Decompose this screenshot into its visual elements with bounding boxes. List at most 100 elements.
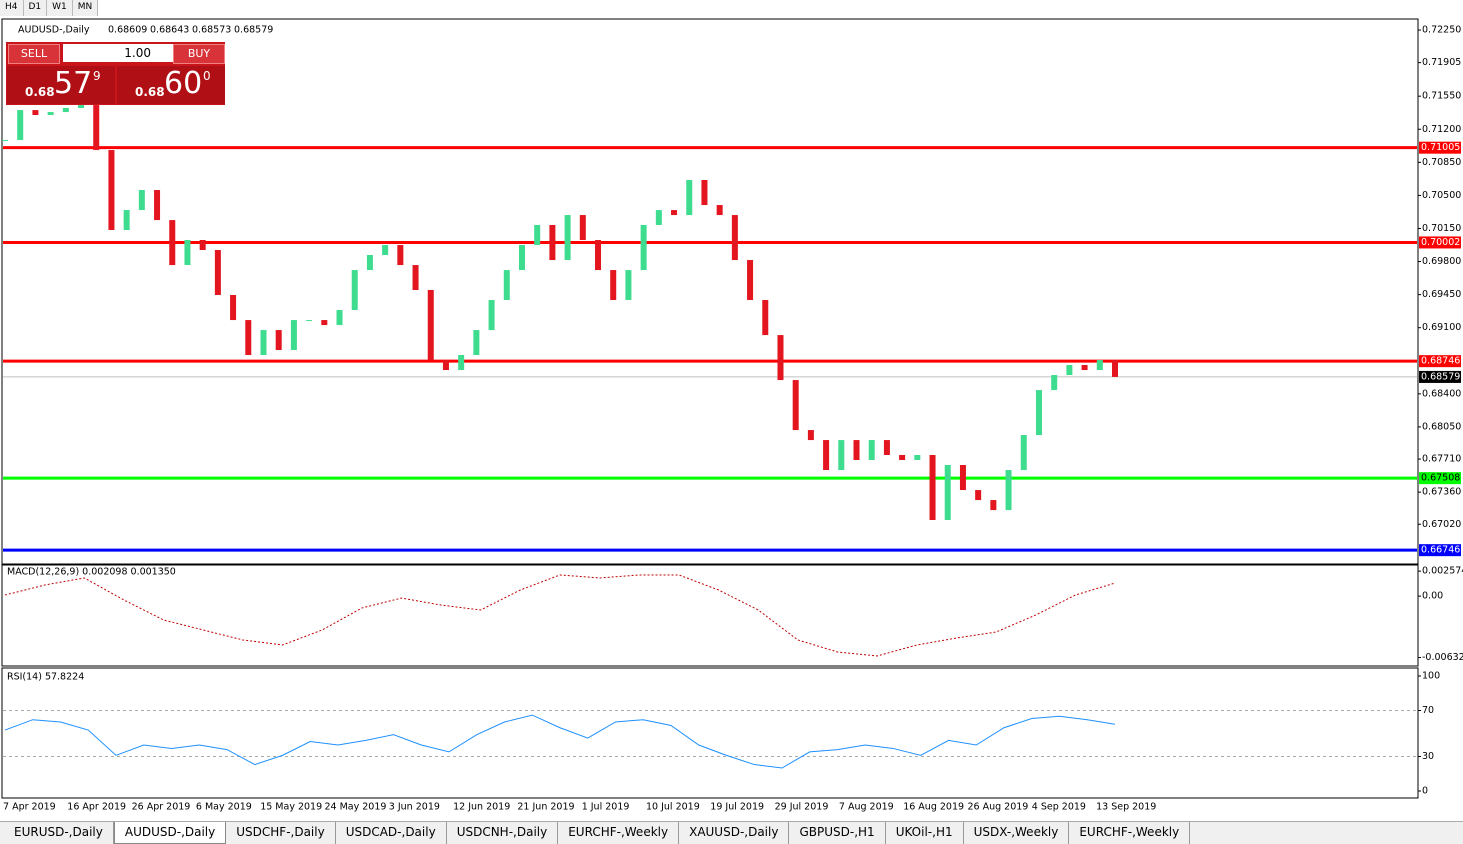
- candle-body: [1051, 375, 1058, 391]
- symbol-tab[interactable]: AUDUSD-,Daily: [113, 822, 227, 844]
- x-tick-label: 21 Jun 2019: [517, 802, 574, 813]
- candle-body: [1035, 390, 1042, 436]
- ohlc-value: 0.68573: [192, 25, 231, 36]
- y-tick-label: 0.67710: [1422, 454, 1461, 465]
- buy-price[interactable]: 0.68 60 0: [117, 66, 225, 104]
- candle-body: [671, 210, 678, 216]
- candle-body: [78, 105, 85, 108]
- x-tick-label: 1 Jul 2019: [582, 802, 630, 813]
- candle-body: [230, 295, 237, 321]
- candle-body: [838, 440, 845, 471]
- indicator-line: [4, 574, 1116, 657]
- candle-body: [169, 220, 176, 266]
- candle-body: [473, 330, 480, 356]
- candle-body: [1020, 435, 1027, 471]
- y-tick-label: 0.69800: [1422, 256, 1461, 267]
- candle-body: [321, 320, 328, 326]
- candle-body: [2, 140, 8, 142]
- y-tick-label: 0.71200: [1422, 124, 1461, 135]
- timeframe-button[interactable]: D1: [24, 0, 48, 16]
- candle-body: [868, 440, 875, 460]
- symbol-tab[interactable]: UKOil-,H1: [886, 822, 964, 844]
- candle-body: [518, 245, 525, 271]
- candle-body: [108, 150, 115, 230]
- symbol-tab[interactable]: GBPUSD-,H1: [789, 822, 886, 844]
- candle-body: [1066, 365, 1073, 376]
- x-tick-label: 4 Sep 2019: [1032, 802, 1086, 813]
- symbol-tab[interactable]: XAUUSD-,Daily: [679, 822, 790, 844]
- candle-body: [397, 245, 404, 266]
- candle-body: [382, 245, 389, 256]
- y-tick-label: 0.68400: [1422, 388, 1461, 399]
- timeframe-button[interactable]: W1: [47, 0, 73, 16]
- rsi-panel: [1, 667, 1419, 799]
- candle-body: [899, 454, 906, 460]
- x-tick-label: 16 Apr 2019: [67, 802, 126, 813]
- candle-body: [458, 355, 465, 371]
- price-big: 0.68: [135, 85, 165, 99]
- y-tick-label: 0: [1422, 786, 1428, 797]
- candle-body: [214, 250, 221, 296]
- buy-button[interactable]: BUY: [173, 44, 225, 64]
- level-label: 0.67508: [1421, 473, 1460, 484]
- candle-body: [534, 224, 541, 246]
- y-tick-label: 0.00: [1422, 591, 1443, 602]
- timeframe-bar: H4 D1 W1 MN: [0, 0, 99, 16]
- sell-button[interactable]: SELL: [8, 44, 60, 64]
- timeframe-button[interactable]: MN: [73, 0, 99, 16]
- indicator-title: MACD(12,26,9) 0.002098 0.001350: [7, 567, 176, 578]
- candle-body: [883, 440, 890, 455]
- symbol-tab[interactable]: EURCHF-,Weekly: [1069, 822, 1191, 844]
- x-tick-label: 7 Aug 2019: [839, 802, 894, 813]
- candle-body: [640, 224, 647, 271]
- candle-body: [138, 190, 145, 211]
- candle-body: [1081, 365, 1088, 371]
- y-tick-label: -0.006326: [1422, 652, 1463, 663]
- candle-body: [1005, 470, 1012, 511]
- candle-body: [93, 105, 100, 151]
- candle-body: [807, 430, 814, 441]
- current-price-label: 0.68579: [1421, 371, 1460, 382]
- candle-body: [655, 210, 662, 225]
- price-pips: 57: [54, 66, 93, 101]
- candle-body: [777, 335, 784, 381]
- candle-body: [564, 215, 571, 261]
- symbol-tab[interactable]: EURCHF-,Weekly: [558, 822, 680, 844]
- symbol-tab[interactable]: USDCHF-,Daily: [226, 822, 336, 844]
- candle-body: [792, 380, 799, 431]
- candle-body: [442, 360, 449, 371]
- candle-body: [336, 310, 343, 326]
- y-tick-label: 0.67020: [1422, 519, 1461, 530]
- candle-body: [488, 300, 495, 331]
- candle-body: [503, 270, 510, 301]
- candle-body: [62, 107, 69, 113]
- candle-body: [686, 180, 693, 216]
- candle-body: [366, 255, 373, 271]
- level-label: 0.70002: [1421, 237, 1460, 248]
- candle-body: [944, 465, 951, 521]
- price-point: 9: [93, 69, 101, 83]
- y-tick-label: 0.71905: [1422, 57, 1461, 68]
- y-tick-label: 30: [1422, 751, 1434, 762]
- candle-body: [245, 320, 252, 356]
- x-tick-label: 7 Apr 2019: [3, 802, 56, 813]
- candle-body: [32, 110, 39, 115]
- symbol-tab[interactable]: USDCAD-,Daily: [336, 822, 447, 844]
- candle-body: [701, 180, 708, 206]
- symbol-tab[interactable]: USDX-,Weekly: [964, 822, 1070, 844]
- timeframe-button[interactable]: H4: [0, 0, 24, 16]
- trade-panel: SELL 1.00 BUY 0.68 57 9 0.68 60 0: [6, 42, 225, 105]
- sell-price[interactable]: 0.68 57 9: [7, 66, 115, 104]
- y-tick-label: 0.70850: [1422, 157, 1461, 168]
- symbol-tab[interactable]: EURUSD-,Daily: [4, 822, 114, 844]
- level-label: 0.66746: [1421, 545, 1460, 556]
- symbol-tab[interactable]: USDCNH-,Daily: [447, 822, 559, 844]
- candle-body: [610, 270, 617, 301]
- candle-body: [17, 110, 24, 141]
- level-label-bg: [1419, 472, 1461, 485]
- symbol-tabs: EURUSD-,Daily AUDUSD-,Daily USDCHF-,Daily U…: [0, 821, 1463, 844]
- candle-body: [306, 320, 313, 322]
- level-label-bg: [1419, 544, 1461, 557]
- lot-input[interactable]: 1.00: [63, 44, 173, 62]
